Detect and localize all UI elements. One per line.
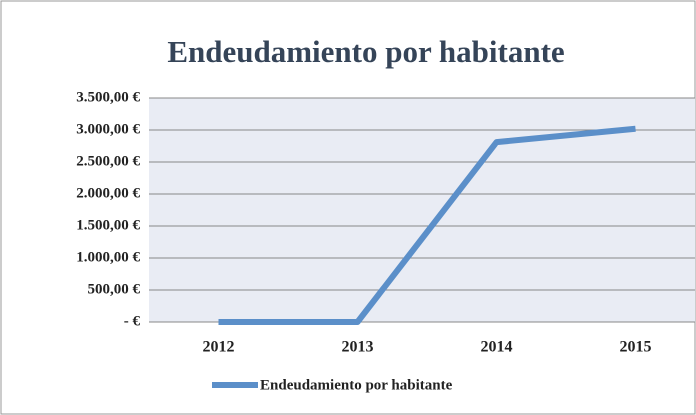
y-tick-label: 2.500,00 € (76, 153, 140, 169)
x-tick-label: 2015 (620, 339, 652, 356)
y-tick-label: 3.500,00 € (76, 89, 140, 105)
x-tick-label: 2013 (342, 339, 374, 356)
y-tick-label: 3.000,00 € (76, 121, 140, 137)
plot-area (149, 98, 695, 322)
x-tick-label: 2012 (203, 339, 235, 356)
legend-label: Endeudamiento por habitante (260, 377, 453, 393)
chart-title: Endeudamiento por habitante (167, 34, 564, 69)
y-tick-label: 2.000,00 € (76, 185, 140, 201)
y-tick-label: - € (124, 313, 141, 329)
y-tick-label: 1.500,00 € (76, 217, 140, 233)
x-tick-label: 2014 (481, 339, 513, 356)
data-line (218, 125, 636, 325)
y-tick-label: 500,00 € (88, 281, 141, 297)
y-tick-label: 1.000,00 € (76, 249, 140, 265)
